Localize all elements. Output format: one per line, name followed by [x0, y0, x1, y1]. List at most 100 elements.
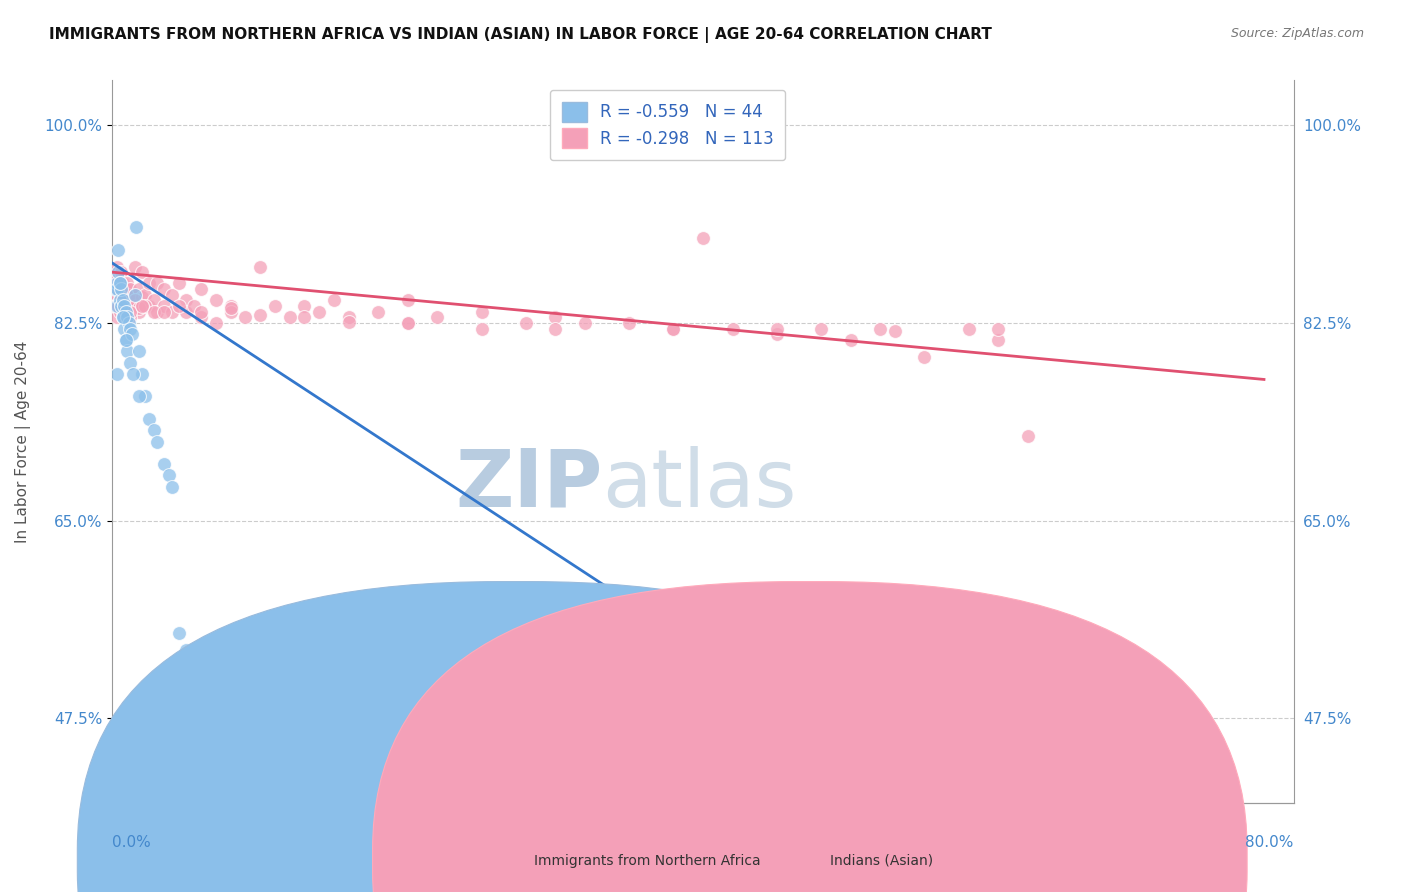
Point: [131, 265, 153, 279]
Point: [131, 299, 153, 313]
Point: [108, 282, 131, 296]
Point: [292, 299, 315, 313]
Point: [544, 310, 567, 325]
Point: [337, 310, 360, 325]
Point: [117, 344, 138, 359]
Point: [205, 316, 228, 330]
Text: 80.0%: 80.0%: [1246, 836, 1294, 850]
Point: [110, 282, 132, 296]
Point: [128, 344, 150, 359]
Point: [114, 333, 136, 347]
Point: [142, 293, 165, 308]
Point: [105, 282, 128, 296]
Point: [107, 277, 129, 291]
Point: [205, 293, 228, 308]
Point: [396, 316, 419, 330]
Point: [278, 310, 301, 325]
Point: [118, 316, 141, 330]
Point: [470, 304, 494, 318]
Point: [104, 282, 127, 296]
Point: [112, 299, 135, 313]
Point: [105, 287, 128, 301]
Point: [619, 316, 641, 330]
Point: [114, 333, 136, 347]
Point: [249, 308, 271, 322]
Point: [249, 260, 271, 274]
Point: [117, 304, 138, 318]
Point: [114, 282, 136, 296]
Point: [114, 304, 136, 318]
Point: [104, 299, 127, 313]
Point: [110, 299, 132, 313]
Text: ZIP: ZIP: [456, 446, 603, 524]
Point: [131, 367, 153, 381]
Point: [142, 423, 165, 437]
Point: [308, 304, 330, 318]
Point: [112, 293, 135, 308]
Point: [183, 299, 205, 313]
Text: Immigrants from Northern Africa: Immigrants from Northern Africa: [534, 854, 761, 868]
Point: [121, 327, 143, 342]
Point: [544, 321, 567, 335]
Point: [134, 287, 156, 301]
Point: [167, 299, 190, 313]
Point: [120, 321, 142, 335]
Point: [128, 389, 150, 403]
Point: [105, 299, 128, 313]
Point: [692, 706, 714, 720]
Point: [692, 231, 714, 245]
Point: [167, 626, 190, 640]
Point: [108, 293, 131, 308]
Point: [112, 304, 135, 318]
Point: [160, 304, 183, 318]
Point: [105, 277, 128, 291]
Point: [111, 293, 134, 308]
Point: [105, 282, 128, 296]
Point: [107, 270, 129, 285]
Point: [120, 355, 142, 369]
Point: [323, 293, 346, 308]
Point: [219, 304, 242, 318]
Point: [120, 304, 142, 318]
Point: [105, 287, 128, 301]
Point: [111, 277, 134, 291]
Point: [233, 310, 256, 325]
Point: [396, 293, 419, 308]
Text: atlas: atlas: [603, 446, 797, 524]
Point: [110, 265, 132, 279]
Legend: R = -0.559   N = 44, R = -0.298   N = 113: R = -0.559 N = 44, R = -0.298 N = 113: [550, 90, 786, 160]
Text: IMMIGRANTS FROM NORTHERN AFRICA VS INDIAN (ASIAN) IN LABOR FORCE | AGE 20-64 COR: IMMIGRANTS FROM NORTHERN AFRICA VS INDIA…: [49, 27, 993, 43]
Point: [219, 301, 242, 316]
Text: Source: ZipAtlas.com: Source: ZipAtlas.com: [1230, 27, 1364, 40]
Point: [396, 316, 419, 330]
Point: [264, 299, 287, 313]
Point: [118, 287, 141, 301]
Point: [128, 304, 150, 318]
Point: [292, 310, 315, 325]
Point: [134, 299, 156, 313]
Point: [869, 321, 891, 335]
Point: [105, 310, 128, 325]
Point: [160, 287, 183, 301]
Point: [138, 412, 160, 426]
Point: [122, 367, 145, 381]
Point: [914, 350, 936, 364]
Point: [470, 321, 494, 335]
Point: [174, 293, 197, 308]
Point: [112, 321, 135, 335]
Point: [110, 293, 132, 308]
Point: [190, 304, 212, 318]
Point: [662, 321, 685, 335]
Point: [721, 321, 744, 335]
Point: [367, 304, 389, 318]
Point: [131, 290, 153, 304]
Point: [957, 321, 980, 335]
Point: [142, 304, 165, 318]
Point: [146, 304, 169, 318]
Point: [134, 389, 156, 403]
Point: [117, 277, 138, 291]
Point: [107, 299, 129, 313]
Point: [104, 265, 127, 279]
Point: [810, 321, 832, 335]
Point: [110, 299, 132, 313]
